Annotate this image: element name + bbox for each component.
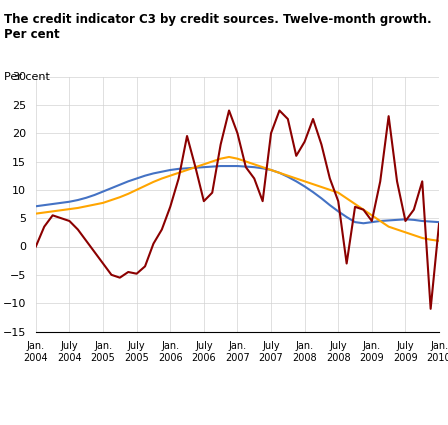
Text: Per cent: Per cent bbox=[4, 72, 50, 82]
Text: The credit indicator C3 by credit sources. Twelve-month growth.
Per cent: The credit indicator C3 by credit source… bbox=[4, 13, 432, 41]
